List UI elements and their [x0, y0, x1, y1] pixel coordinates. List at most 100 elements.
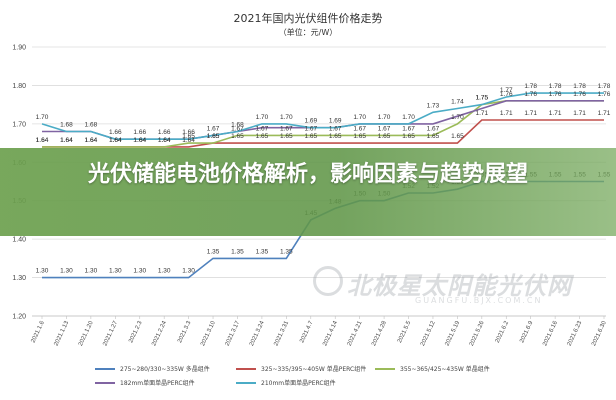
- data-label: 1.65: [231, 133, 244, 140]
- watermark-logo-icon: [313, 266, 343, 296]
- data-label: 1.67: [207, 125, 220, 132]
- data-label: 1.67: [231, 125, 244, 132]
- x-tick-label: 2021.3.3: [177, 320, 193, 344]
- headline-banner: 光伏储能电池价格解析，影响因素与趋势展望: [0, 148, 616, 236]
- data-label: 1.30: [133, 268, 146, 275]
- data-label: 1.70: [36, 114, 49, 121]
- legend-label: 325~335/395~405W 单晶PERC组件: [261, 365, 366, 373]
- x-tick-label: 2021.6.30: [591, 320, 608, 347]
- data-label: 1.35: [231, 248, 244, 255]
- x-tick-label: 2021.6.2: [495, 320, 511, 344]
- x-tick-label: 2021.2.24: [151, 320, 168, 347]
- data-label: 1.65: [353, 133, 366, 140]
- data-label: 1.76: [549, 91, 562, 98]
- data-label: 1.35: [207, 248, 220, 255]
- data-label: 1.68: [60, 122, 73, 129]
- data-label: 1.64: [85, 137, 98, 144]
- data-label: 1.64: [158, 137, 171, 144]
- data-label: 1.78: [524, 83, 537, 90]
- y-tick-label: 1.40: [12, 237, 26, 244]
- y-tick-label: 1.70: [12, 121, 26, 128]
- data-label: 1.71: [500, 110, 513, 117]
- x-tick-label: 2021.3.24: [249, 320, 266, 347]
- data-label: 1.65: [378, 133, 391, 140]
- data-label: 1.76: [598, 91, 611, 98]
- data-label: 1.78: [573, 83, 586, 90]
- data-label: 1.30: [158, 268, 171, 275]
- x-tick-label: 2021.3.31: [273, 320, 290, 347]
- data-label: 1.76: [524, 91, 537, 98]
- legend: 275~280/330~335W 多晶组件 325~335/395~405W 单晶…: [95, 365, 490, 387]
- x-tick-label: 2021.3.17: [225, 320, 242, 347]
- data-label: 1.78: [598, 83, 611, 90]
- data-label: 1.64: [182, 137, 195, 144]
- x-tick-label: 2021.6.9: [519, 320, 535, 344]
- legend-label: 275~280/330~335W 多晶组件: [120, 365, 210, 373]
- data-label: 1.71: [475, 110, 488, 117]
- data-label: 1.71: [573, 110, 586, 117]
- watermark-text: 北极星太阳能光伏网: [347, 272, 572, 300]
- data-label: 1.70: [280, 114, 293, 121]
- y-tick-label: 1.30: [12, 275, 26, 282]
- x-tick-label: 2021.1.13: [54, 320, 71, 347]
- data-label: 1.70: [402, 114, 415, 121]
- data-label: 1.64: [109, 137, 122, 144]
- data-label: 1.67: [427, 125, 440, 132]
- y-tick-label: 1.90: [12, 45, 26, 52]
- data-label: 1.66: [182, 129, 195, 136]
- watermark: 北极星太阳能光伏网 GUANGFU.BJX.COM.CN: [305, 262, 590, 312]
- x-tick-label: 2021.6.23: [567, 320, 584, 347]
- x-tick-label: 2021.5.19: [444, 320, 461, 347]
- series-line-4: [41, 92, 604, 140]
- data-label: 1.66: [109, 129, 122, 136]
- data-label: 1.65: [207, 133, 220, 140]
- data-label: 1.77: [500, 87, 513, 94]
- data-label: 1.67: [280, 125, 293, 132]
- data-label: 1.30: [60, 268, 73, 275]
- data-label: 1.30: [85, 268, 98, 275]
- data-label: 1.66: [133, 129, 146, 136]
- y-tick-label: 1.80: [12, 83, 26, 90]
- data-label: 1.65: [402, 133, 415, 140]
- data-label: 1.64: [60, 137, 73, 144]
- data-label: 1.30: [182, 268, 195, 275]
- watermark-subtext: GUANGFU.BJX.COM.CN: [415, 296, 543, 305]
- legend-label: 210mm单面单晶PERC组件: [261, 379, 336, 387]
- headline-title: 光伏储能电池价格解析，影响因素与趋势展望: [87, 162, 528, 187]
- x-tick-label: 2021.1.20: [78, 320, 95, 347]
- data-label: 1.30: [109, 268, 122, 275]
- data-label: 1.64: [109, 137, 122, 144]
- y-tick-label: 1.20: [12, 314, 26, 321]
- data-label: 1.67: [402, 125, 415, 132]
- x-axis: 2021.1.6 2021.1.13 2021.1.20 2021.1.27 2021.…: [31, 315, 608, 347]
- chart-subtitle: （单位：元/W）: [279, 27, 338, 37]
- data-label: 1.68: [85, 122, 98, 129]
- data-label: 1.71: [598, 110, 611, 117]
- data-label: 1.65: [427, 133, 440, 140]
- data-label: 1.70: [353, 114, 366, 121]
- x-tick-label: 2021.3.10: [200, 320, 217, 347]
- data-label: 1.78: [549, 83, 562, 90]
- data-label: 1.64: [133, 137, 146, 144]
- data-label: 1.35: [280, 248, 293, 255]
- data-label: 1.67: [304, 125, 317, 132]
- data-label: 1.64: [158, 137, 171, 144]
- data-label: 1.64: [133, 137, 146, 144]
- x-tick-label: 2021.4.21: [347, 320, 364, 347]
- data-label: 1.69: [329, 118, 342, 125]
- data-label: 1.30: [36, 268, 49, 275]
- legend-label: 182mm单面单晶PERC组件: [120, 379, 195, 387]
- x-tick-label: 2021.4.28: [371, 320, 388, 347]
- data-label: 1.65: [280, 133, 293, 140]
- data-label: 1.65: [451, 133, 464, 140]
- x-tick-label: 2021.5.5: [397, 320, 413, 344]
- data-label: 1.64: [36, 137, 49, 144]
- x-tick-label: 2021.5.26: [469, 320, 486, 347]
- legend-label: 355~365/425~435W 单晶组件: [400, 365, 490, 373]
- x-tick-label: 2021.1.27: [102, 320, 119, 347]
- data-label: 1.67: [353, 125, 366, 132]
- x-tick-label: 2021.5.12: [420, 320, 437, 347]
- data-label: 1.66: [158, 129, 171, 136]
- data-label: 1.65: [182, 133, 195, 140]
- data-label: 1.75: [475, 95, 488, 102]
